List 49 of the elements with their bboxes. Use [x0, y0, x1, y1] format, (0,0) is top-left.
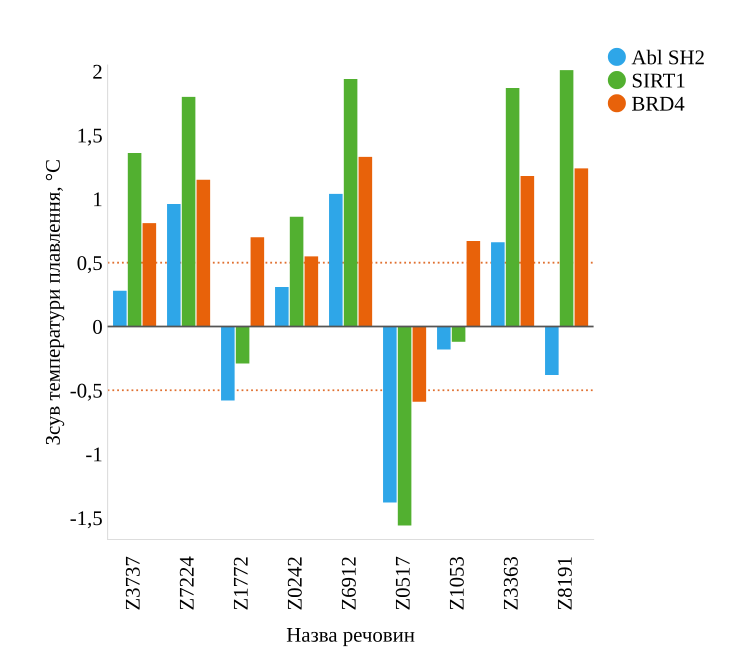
x-tick-label: Z1772	[234, 557, 248, 610]
y-tick-label: -1	[86, 448, 102, 462]
x-axis-title: Назва речовин	[286, 628, 414, 646]
y-tick-label: -1,5	[70, 511, 102, 528]
y-tick-label: 0,5	[77, 256, 102, 274]
y-axis-title: Зсув температури плавлення, °С	[46, 160, 64, 444]
bar	[491, 242, 505, 326]
y-tick-label: 2	[93, 64, 102, 79]
bar	[275, 286, 289, 326]
x-tick-label: Z0517	[396, 556, 410, 610]
bar	[398, 326, 412, 526]
bar	[304, 256, 318, 326]
x-tick-label: Z8191	[558, 557, 572, 610]
bar	[236, 326, 250, 364]
bar	[250, 237, 264, 326]
y-tick-label: 1,5	[78, 128, 102, 146]
y-tick-label: -0,5	[70, 384, 102, 401]
bar	[167, 204, 181, 326]
bar	[437, 326, 451, 350]
bar	[452, 326, 466, 342]
bar	[142, 223, 156, 326]
bar	[466, 241, 480, 326]
bar	[113, 290, 127, 326]
x-tick-label: Z1053	[450, 556, 464, 610]
x-tick-label: Z6912	[342, 557, 356, 610]
x-tick-label: Z3737	[126, 556, 140, 610]
bar	[344, 79, 358, 326]
bar	[329, 194, 343, 326]
bar	[383, 326, 397, 503]
bar	[290, 216, 304, 326]
bar	[221, 326, 235, 400]
bar	[545, 326, 559, 375]
bar	[128, 153, 142, 326]
legend-label: Abl SH2	[632, 50, 704, 64]
legend-label: SIRT1	[632, 74, 685, 88]
x-tick-label: Z3363	[504, 556, 518, 610]
y-tick-label: 0	[93, 320, 102, 334]
bar	[520, 176, 534, 326]
x-tick-label: Z0242	[288, 557, 302, 610]
legend-label: BRD4	[632, 96, 684, 111]
bar	[182, 96, 196, 326]
bar	[574, 168, 588, 326]
x-tick-label: Z7224	[180, 556, 194, 610]
bar	[412, 326, 426, 402]
bar	[506, 88, 520, 326]
y-tick-label: 1	[94, 192, 102, 206]
bar	[196, 180, 210, 326]
bar	[358, 156, 372, 326]
bar	[560, 70, 574, 326]
